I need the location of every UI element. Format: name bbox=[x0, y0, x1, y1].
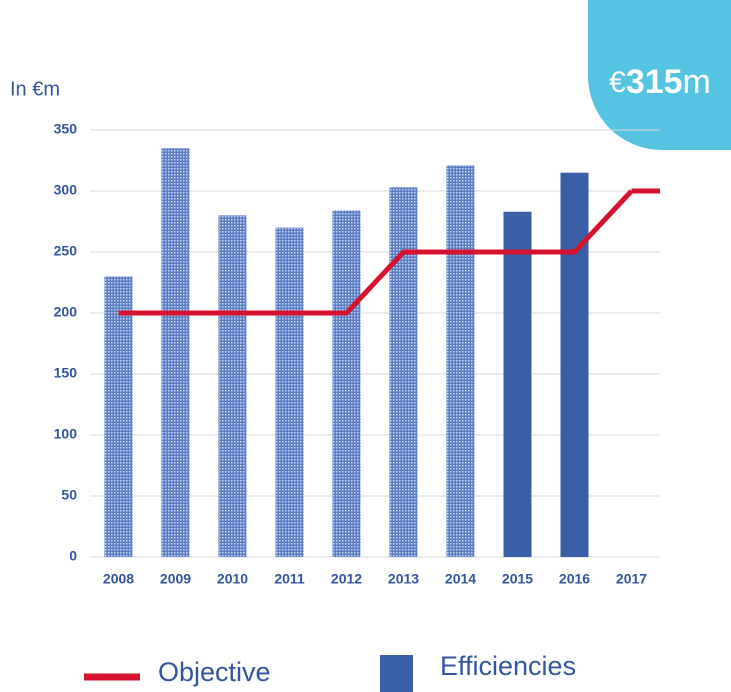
bar bbox=[332, 210, 361, 557]
bar bbox=[503, 211, 532, 558]
x-tick-label: 2010 bbox=[217, 571, 248, 587]
y-tick-label: 0 bbox=[69, 548, 77, 564]
badge-shape bbox=[588, 0, 731, 150]
x-tick-label: 2014 bbox=[445, 571, 476, 587]
x-tick-label: 2012 bbox=[331, 571, 362, 587]
y-tick-label: 300 bbox=[54, 182, 78, 198]
x-tick-label: 2011 bbox=[274, 571, 305, 587]
x-tick-label: 2013 bbox=[388, 571, 419, 587]
bar bbox=[104, 276, 133, 557]
y-axis-label: In €m bbox=[10, 78, 60, 100]
x-tick-label: 2017 bbox=[616, 571, 647, 587]
x-tick-label: 2008 bbox=[103, 571, 134, 587]
legend-label: Efficiencies bbox=[440, 651, 576, 681]
bar bbox=[218, 215, 247, 557]
bar bbox=[275, 227, 304, 557]
y-tick-label: 50 bbox=[61, 487, 77, 503]
bar bbox=[389, 187, 418, 557]
badge-text: €315m bbox=[609, 63, 711, 101]
x-tick-label: 2015 bbox=[502, 571, 533, 587]
x-tick-label: 2016 bbox=[559, 571, 590, 587]
bar bbox=[161, 148, 190, 558]
objective-line bbox=[118, 189, 634, 316]
y-tick-label: 100 bbox=[54, 426, 78, 442]
legend-label: Objective bbox=[158, 657, 271, 687]
y-tick-label: 250 bbox=[54, 243, 78, 259]
legend-swatch bbox=[380, 655, 413, 692]
bar bbox=[560, 172, 589, 557]
y-tick-label: 200 bbox=[54, 304, 78, 320]
y-tick-label: 150 bbox=[54, 365, 78, 381]
bar bbox=[446, 165, 475, 557]
y-tick-label: 350 bbox=[54, 121, 78, 137]
x-tick-label: 2009 bbox=[160, 571, 191, 587]
